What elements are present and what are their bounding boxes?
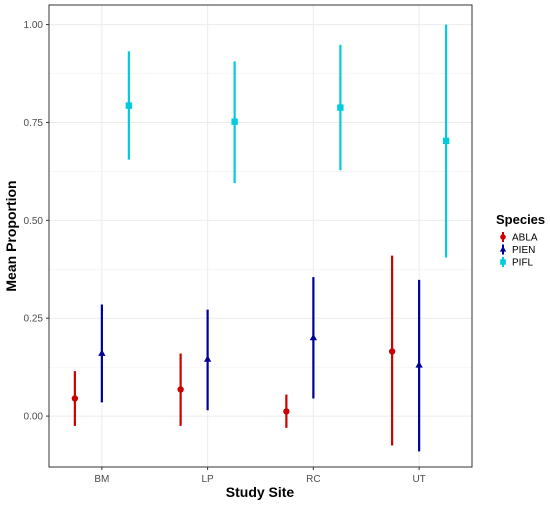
point-pien-lp (203, 355, 212, 362)
legend-key-marker-pien (499, 246, 507, 252)
point-abla-bm (71, 395, 79, 402)
legend-label-abla: ABLA (512, 233, 538, 244)
point-abla-ut (388, 348, 396, 355)
y-tick-label: 0.00 (24, 412, 44, 423)
y-axis-title: Mean Proportion (3, 180, 19, 291)
x-tick-label: LP (202, 474, 215, 485)
point-pifl-rc (337, 104, 344, 111)
y-tick-label: 1.00 (24, 20, 44, 31)
point-pien-rc (309, 333, 318, 341)
point-pifl-ut (442, 137, 450, 145)
point-pifl-lp (231, 118, 238, 125)
point-abla-lp (177, 386, 184, 393)
legend-key-marker-abla (500, 234, 506, 240)
legend-key-marker-pifl (500, 259, 506, 265)
x-axis-title: Study Site (226, 484, 295, 500)
point-pifl-bm (125, 102, 133, 109)
x-tick-label: UT (412, 474, 425, 485)
legend-label-pien: PIEN (512, 245, 535, 256)
y-tick-label: 0.50 (24, 216, 44, 227)
data-layer (71, 24, 450, 452)
x-tick-label: RC (306, 474, 320, 485)
point-pien-bm (98, 349, 106, 356)
point-pien-ut (415, 361, 423, 368)
y-tick-label: 0.25 (24, 314, 44, 325)
x-tick-label: BM (94, 474, 109, 485)
point-abla-rc (283, 408, 290, 415)
plot-panel (49, 5, 472, 467)
axis-layer: 0.00 0.25 0.50 0.75 1.00 BM LP RC UT (24, 20, 426, 485)
legend-title: Species (496, 212, 545, 227)
plot-border (48, 4, 473, 468)
legend-label-pifl: PIFL (512, 258, 534, 269)
y-tick-label: 0.75 (24, 118, 44, 129)
